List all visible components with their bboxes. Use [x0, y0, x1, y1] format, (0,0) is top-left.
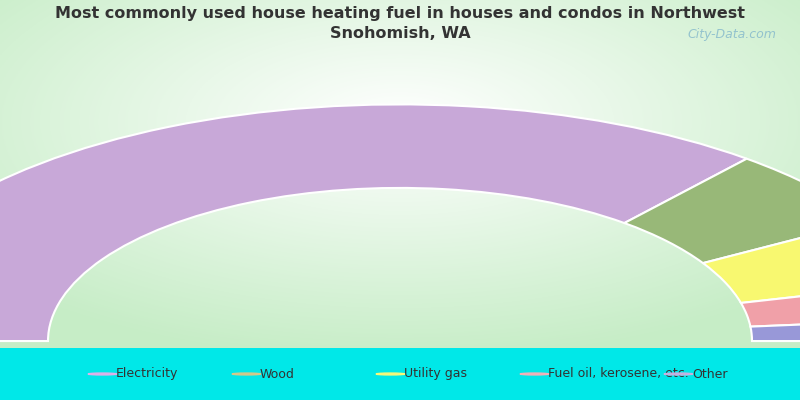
Wedge shape: [750, 319, 800, 341]
Circle shape: [520, 373, 549, 375]
Circle shape: [232, 373, 261, 375]
Text: Electricity: Electricity: [116, 368, 178, 380]
Wedge shape: [703, 220, 800, 303]
Wedge shape: [741, 282, 800, 327]
Wedge shape: [624, 159, 800, 263]
Wedge shape: [0, 104, 746, 341]
Circle shape: [664, 373, 693, 375]
Text: Other: Other: [692, 368, 727, 380]
Circle shape: [376, 373, 405, 375]
Circle shape: [88, 373, 117, 375]
Text: Utility gas: Utility gas: [404, 368, 467, 380]
Text: Wood: Wood: [260, 368, 295, 380]
Text: Fuel oil, kerosene, etc.: Fuel oil, kerosene, etc.: [548, 368, 689, 380]
Text: Most commonly used house heating fuel in houses and condos in Northwest
Snohomis: Most commonly used house heating fuel in…: [55, 6, 745, 41]
Text: City-Data.com: City-Data.com: [687, 28, 776, 41]
